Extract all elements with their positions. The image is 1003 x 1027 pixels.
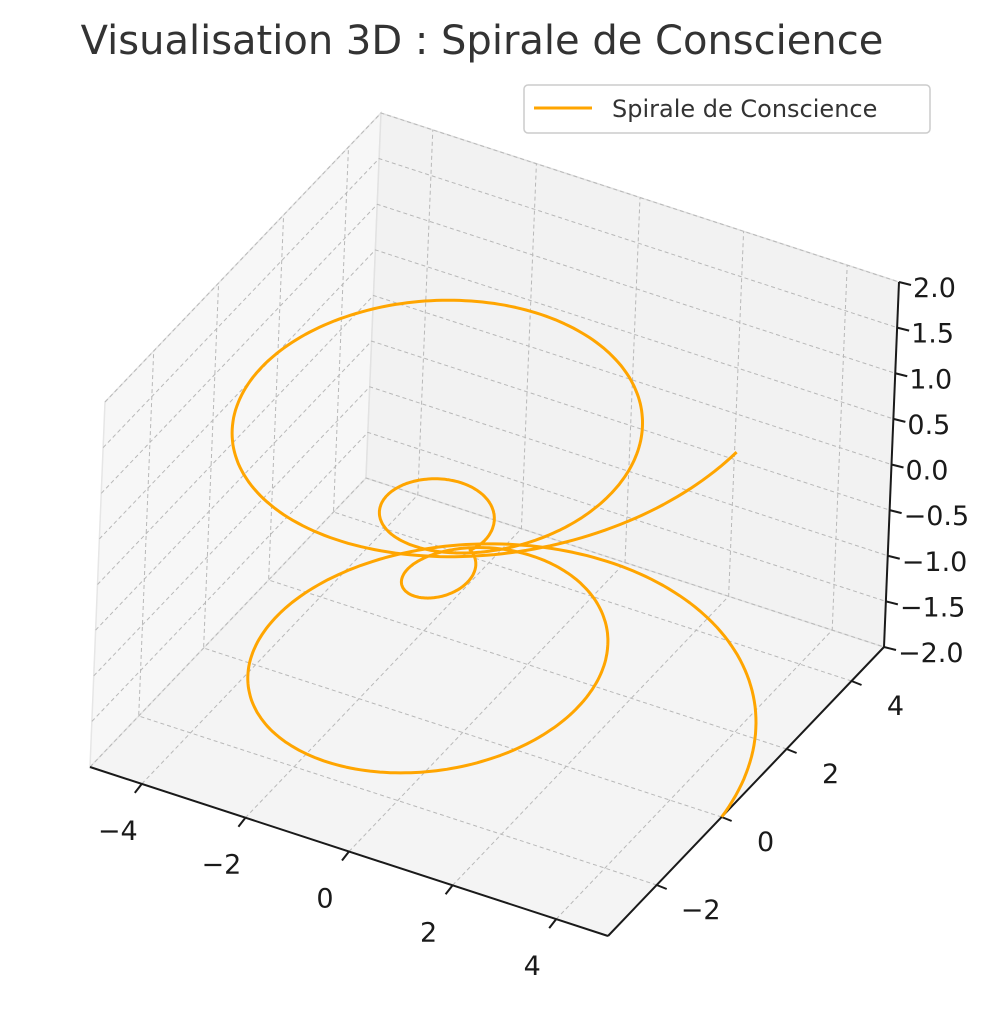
legend-box [523,84,931,134]
grid-line-x [141,129,434,785]
z-tick-mark [883,646,897,651]
y-tick-label: 4 [887,691,904,722]
y-tick-mark [851,680,862,686]
grid-line-z [100,203,896,494]
z-tick-label: 2.0 [913,273,956,304]
z-tick-mark [898,281,912,286]
y-tick-label: 0 [757,827,774,858]
y-tick-mark [786,748,797,754]
y-axis-line [607,646,885,937]
x-tick-mark [134,783,143,794]
y-tick-label: 2 [822,759,839,790]
grid-line-z [91,431,887,722]
z-tick-label: 0.0 [906,456,949,487]
series-line-spirale [230,298,758,818]
legend: Spirale de Conscience [523,84,931,134]
series-layer [230,298,758,818]
z-tick-label: −2.0 [898,638,964,669]
grid-line-x [452,231,745,886]
grid-line-z [102,158,898,448]
grid-line-z [95,340,890,631]
axes [89,281,912,937]
y-tick-mark [656,884,668,890]
z-tick-mark [885,600,899,606]
grid-line-z [89,477,885,768]
x-tick-mark [548,918,557,929]
z-tick-label: −1.5 [900,592,966,623]
y-tick-label: −2 [681,895,721,926]
z-tick-mark [893,417,906,423]
x-tick-label: −2 [201,850,241,881]
z-tick-mark [896,326,910,332]
z-tick-mark [891,463,904,469]
y-tick-mark [721,816,733,822]
x-tick-label: 0 [316,884,333,915]
x-tick-label: 4 [524,951,541,982]
z-tick-mark [895,372,908,378]
x-tick-label: −4 [98,816,138,847]
chart-title: Visualisation 3D : Spirale de Conscience [81,18,884,64]
x-tick-mark [444,884,454,895]
x-tick-label: 2 [420,917,437,948]
z-tick-label: 0.5 [907,410,950,441]
legend-label-spirale: Spirale de Conscience [612,95,877,123]
z-tick-label: 1.0 [909,364,952,395]
grid-line-z [104,112,900,403]
grid-line-z [93,386,888,677]
z-tick-label: 1.5 [911,319,954,350]
z-tick-label: −1.0 [902,547,968,578]
x-tick-mark [237,817,247,828]
grid-line-z [97,294,892,585]
grid-line-z [99,249,894,540]
z-tick-mark [887,554,900,560]
z-tick-mark [889,509,902,515]
grid-lines [89,112,900,920]
x-tick-mark [341,850,350,862]
tick-labels: −4 −2 0 2 4 −2 0 2 4 −2.0 −1.5 −1.0 −0.5 0.0 0.5 1.0 1.5… [98,273,969,982]
z-tick-label: −0.5 [904,501,970,532]
